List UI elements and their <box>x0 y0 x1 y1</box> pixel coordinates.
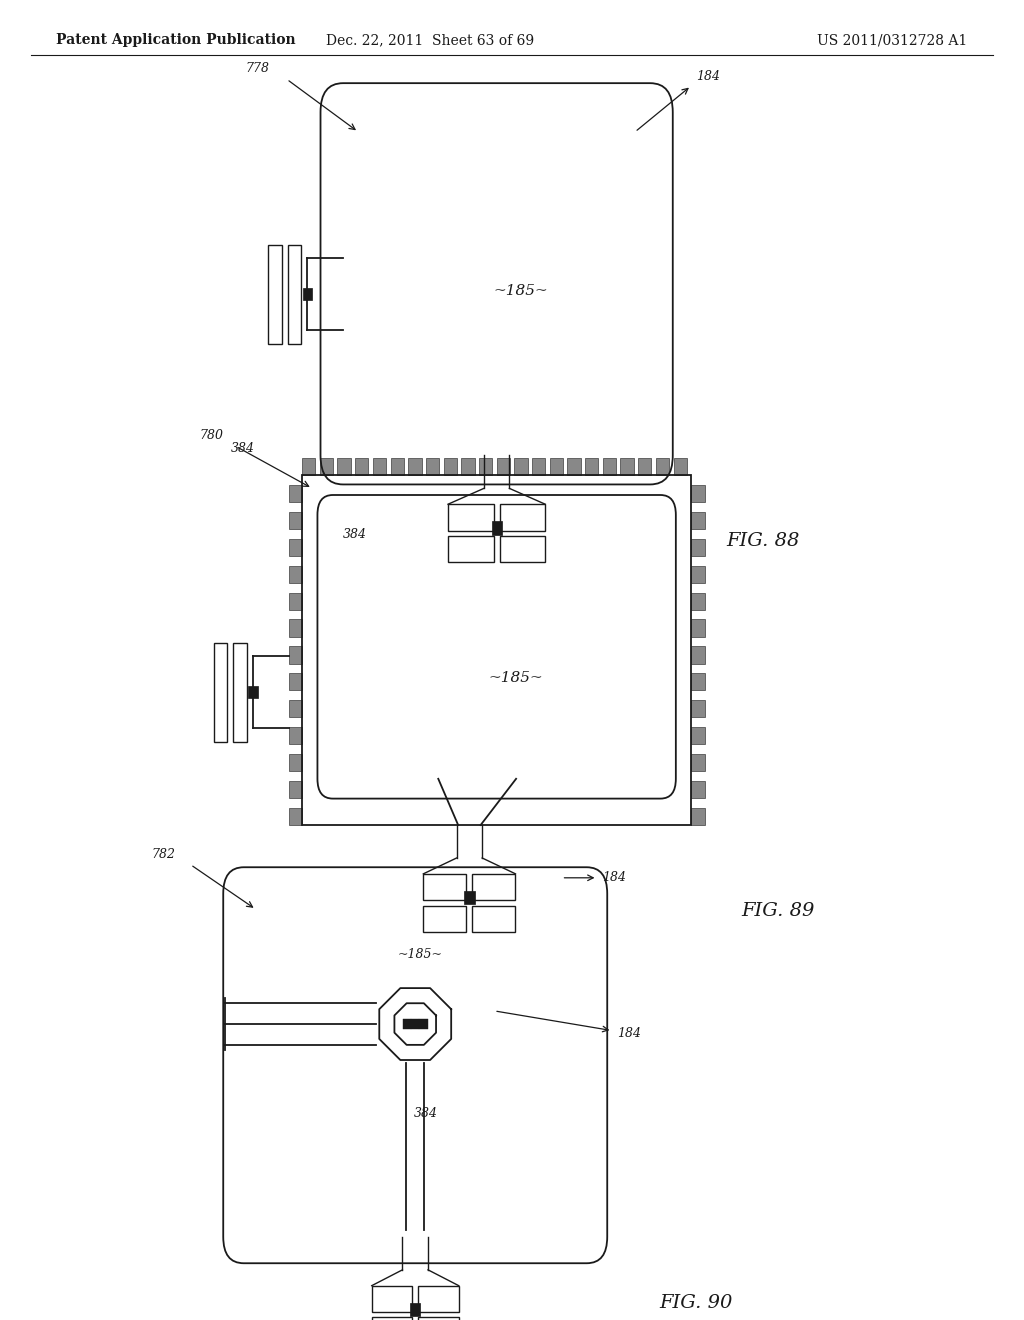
Bar <box>319 458 333 475</box>
Text: FIG. 89: FIG. 89 <box>741 902 815 920</box>
Bar <box>233 643 247 742</box>
Bar <box>372 1317 412 1320</box>
Text: 782: 782 <box>152 847 175 861</box>
Bar <box>691 593 705 610</box>
Text: 184: 184 <box>602 871 627 884</box>
Bar <box>461 458 474 475</box>
Bar <box>500 536 545 562</box>
Bar <box>289 539 302 556</box>
Bar <box>289 566 302 583</box>
Bar <box>479 458 493 475</box>
Text: 384: 384 <box>343 528 367 541</box>
Text: FIG. 88: FIG. 88 <box>726 532 800 550</box>
Bar <box>289 673 302 690</box>
Bar <box>500 504 545 531</box>
Text: 184: 184 <box>617 1027 641 1040</box>
Bar <box>410 1303 420 1316</box>
Bar <box>492 521 502 535</box>
Bar <box>443 458 457 475</box>
Bar <box>691 566 705 583</box>
Text: 780: 780 <box>200 429 223 442</box>
Bar <box>289 484 302 502</box>
Bar <box>691 512 705 529</box>
Bar <box>691 619 705 636</box>
Text: Dec. 22, 2011  Sheet 63 of 69: Dec. 22, 2011 Sheet 63 of 69 <box>326 33 535 48</box>
Bar <box>426 458 439 475</box>
Bar <box>567 458 581 475</box>
Bar <box>355 458 369 475</box>
Text: 384: 384 <box>414 1107 437 1121</box>
Bar <box>303 288 312 300</box>
Bar <box>691 484 705 502</box>
Bar <box>472 874 515 900</box>
Text: FIG. 90: FIG. 90 <box>659 1294 733 1312</box>
Bar <box>472 906 515 932</box>
Bar <box>402 1019 411 1030</box>
Bar <box>289 781 302 799</box>
Bar <box>409 458 422 475</box>
Text: Patent Application Publication: Patent Application Publication <box>56 33 296 48</box>
Bar <box>248 686 257 698</box>
Bar <box>302 458 315 475</box>
Bar <box>691 754 705 771</box>
Bar <box>289 700 302 717</box>
Bar <box>289 754 302 771</box>
Bar <box>691 539 705 556</box>
Bar <box>497 458 510 475</box>
Bar <box>373 458 386 475</box>
Bar <box>214 643 227 742</box>
Bar <box>338 458 351 475</box>
Bar <box>423 906 466 932</box>
Bar <box>268 244 282 343</box>
Text: US 2011/0312728 A1: US 2011/0312728 A1 <box>817 33 968 48</box>
Bar <box>691 647 705 664</box>
Text: ~185~: ~185~ <box>494 284 549 298</box>
Bar <box>372 1286 412 1312</box>
Bar <box>514 458 527 475</box>
Bar <box>621 458 634 475</box>
Bar <box>289 727 302 744</box>
Bar <box>411 1019 420 1030</box>
Bar <box>655 458 669 475</box>
Text: 778: 778 <box>246 62 269 75</box>
Bar <box>674 458 687 475</box>
Bar <box>289 619 302 636</box>
Bar <box>691 727 705 744</box>
Bar <box>289 512 302 529</box>
Bar <box>449 504 494 531</box>
Bar <box>289 808 302 825</box>
Bar <box>418 1286 459 1312</box>
Bar <box>302 475 691 825</box>
Bar <box>423 874 466 900</box>
Text: ~185~: ~185~ <box>488 671 544 685</box>
Bar <box>550 458 563 475</box>
Bar <box>585 458 598 475</box>
Bar <box>691 808 705 825</box>
Bar <box>464 891 474 904</box>
Bar <box>288 244 301 343</box>
Bar <box>532 458 546 475</box>
Bar <box>603 458 616 475</box>
Bar <box>420 1019 428 1030</box>
Bar <box>289 647 302 664</box>
Bar <box>390 458 403 475</box>
Bar <box>691 673 705 690</box>
Bar <box>638 458 651 475</box>
Bar <box>691 781 705 799</box>
Text: 384: 384 <box>230 442 254 455</box>
Text: 184: 184 <box>696 70 720 83</box>
Bar <box>691 700 705 717</box>
Bar <box>449 536 494 562</box>
Bar <box>418 1317 459 1320</box>
Text: ~185~: ~185~ <box>398 948 442 961</box>
Bar <box>289 593 302 610</box>
